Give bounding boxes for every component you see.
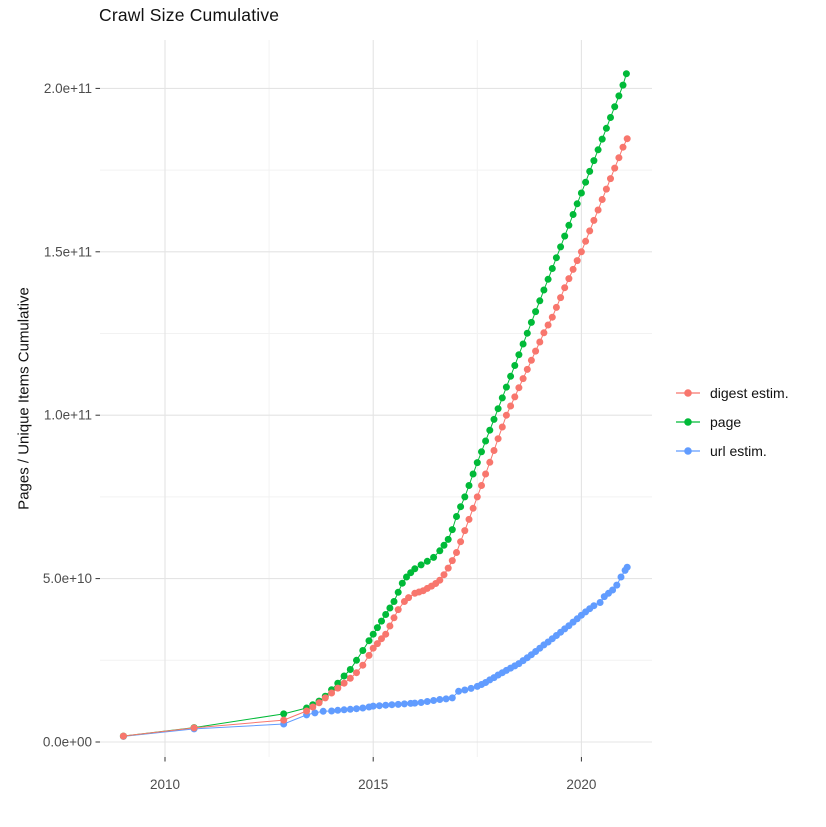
series-digest-estim [119,135,631,740]
y-tick-label: 1.5e+11 [44,244,92,259]
legend-label-url-estim: url estim. [710,442,767,459]
legend-label-page: page [710,413,742,430]
x-tick-label: 2015 [358,777,388,792]
legend-key-url-estim-icon [676,446,700,455]
series-url-estim [119,563,631,740]
gridlines-major [100,40,652,757]
legend: digest estim. page url estim. [675,378,789,465]
y-tick-label: 5.0e+10 [43,571,92,586]
legend-label-digest-estim: digest estim. [710,384,789,401]
axis-tick-marks [95,87,582,762]
legend-item-url-estim: url estim. [675,436,789,465]
legend-key-digest-estim-icon [676,388,700,397]
gridlines-minor [100,40,652,757]
chart-title: Crawl Size Cumulative [99,5,280,25]
y-tick-label: 1.0e+11 [44,408,92,423]
x-tick-label: 2020 [566,777,596,792]
x-tick-label: 2010 [150,777,180,792]
legend-item-digest-estim: digest estim. [675,378,789,407]
series-page [119,70,630,740]
legend-key-page-icon [676,417,700,426]
y-tick-label: 0.0e+00 [43,735,92,750]
legend-item-page: page [675,407,789,436]
y-axis-tick-labels: 0.0e+00 5.0e+10 1.0e+11 1.5e+11 2.0e+11 [43,81,92,750]
y-tick-label: 2.0e+11 [44,81,92,96]
x-axis-tick-labels: 2010 2015 2020 [150,777,596,792]
